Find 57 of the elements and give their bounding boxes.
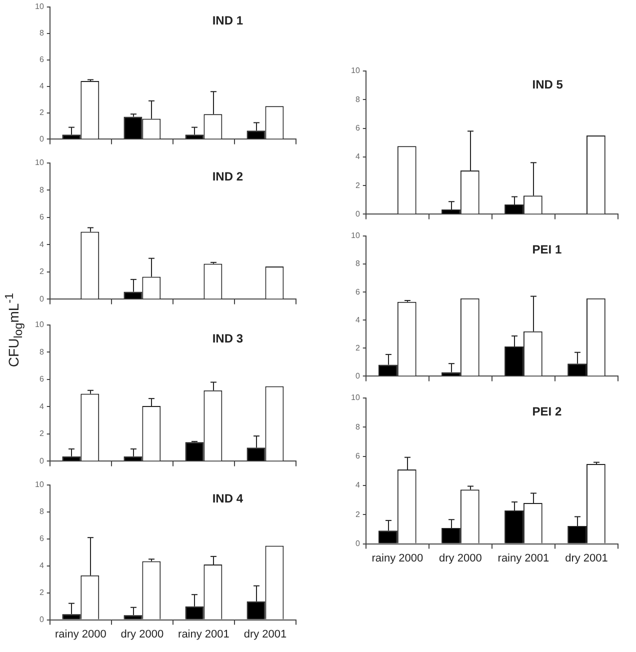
y-tick-label: 2 bbox=[39, 267, 44, 276]
y-tick-label: 2 bbox=[39, 429, 44, 438]
y-tick-label: 10 bbox=[350, 66, 360, 76]
y-tick-label: 2 bbox=[355, 343, 360, 352]
y-tick-label: 8 bbox=[39, 185, 44, 194]
x-tick-label: rainy 2000 bbox=[54, 628, 106, 640]
y-tick-label: 8 bbox=[39, 28, 44, 38]
text: IND 1 bbox=[212, 13, 244, 28]
y-tick-label: 4 bbox=[355, 315, 360, 324]
y-tick-label: 6 bbox=[355, 287, 360, 296]
y-tick-label: 4 bbox=[355, 152, 360, 162]
y-tick-label: 8 bbox=[39, 507, 44, 516]
y-tick-label: 10 bbox=[350, 231, 360, 240]
x-tick-label: dry 2001 bbox=[244, 628, 287, 640]
text: IND 4 bbox=[212, 491, 244, 506]
y-tick-label: 6 bbox=[39, 55, 44, 64]
y-tick-label: 8 bbox=[39, 347, 44, 356]
y-tick-label: 4 bbox=[39, 402, 44, 411]
y-tick-label: 10 bbox=[34, 158, 44, 168]
y-tick-label: 0 bbox=[39, 456, 44, 466]
y-tick-label: 4 bbox=[355, 480, 360, 490]
y-tick-label: 0 bbox=[39, 294, 44, 304]
x-tick-label: rainy 2000 bbox=[372, 552, 424, 564]
y-tick-label: 6 bbox=[355, 452, 360, 461]
y-tick-label: 6 bbox=[39, 534, 44, 544]
text: IND 5 bbox=[532, 77, 564, 92]
y-tick-label: 10 bbox=[34, 2, 44, 12]
y-tick-label: 2 bbox=[355, 180, 360, 190]
x-tick-label: dry 2000 bbox=[439, 552, 482, 564]
x-tick-label: rainy 2001 bbox=[178, 628, 230, 640]
text: IND 3 bbox=[212, 331, 244, 346]
y-tick-label: 10 bbox=[34, 480, 44, 490]
y-tick-label: 2 bbox=[39, 588, 44, 598]
y-tick-label: 4 bbox=[39, 561, 44, 570]
y-tick-label: 10 bbox=[350, 393, 360, 402]
y-tick-label: 0 bbox=[39, 134, 44, 144]
y-tick-label: 0 bbox=[355, 209, 360, 218]
y-tick-label: 0 bbox=[39, 615, 44, 624]
y-tick-label: 6 bbox=[355, 123, 360, 132]
y-tick-label: 6 bbox=[39, 374, 44, 384]
x-tick-label: dry 2001 bbox=[565, 552, 608, 564]
x-tick-label: rainy 2001 bbox=[498, 552, 550, 564]
text: PEI 1 bbox=[532, 242, 562, 256]
y-tick-label: 0 bbox=[355, 371, 360, 380]
y-tick-label: 8 bbox=[355, 94, 360, 104]
text: PEI 2 bbox=[532, 404, 562, 418]
y-tick-label: 8 bbox=[355, 259, 360, 268]
y-tick-label: 4 bbox=[39, 82, 44, 91]
text: IND 2 bbox=[212, 169, 244, 184]
y-tick-label: 2 bbox=[39, 108, 44, 117]
y-tick-label: 8 bbox=[355, 422, 360, 432]
y-tick-label: 2 bbox=[355, 510, 360, 519]
x-tick-label: dry 2000 bbox=[120, 628, 164, 640]
y-tick-label: 6 bbox=[39, 212, 44, 222]
y-tick-label: 4 bbox=[39, 240, 44, 249]
y-tick-label: 10 bbox=[34, 320, 44, 330]
y-tick-label: 0 bbox=[355, 539, 360, 548]
